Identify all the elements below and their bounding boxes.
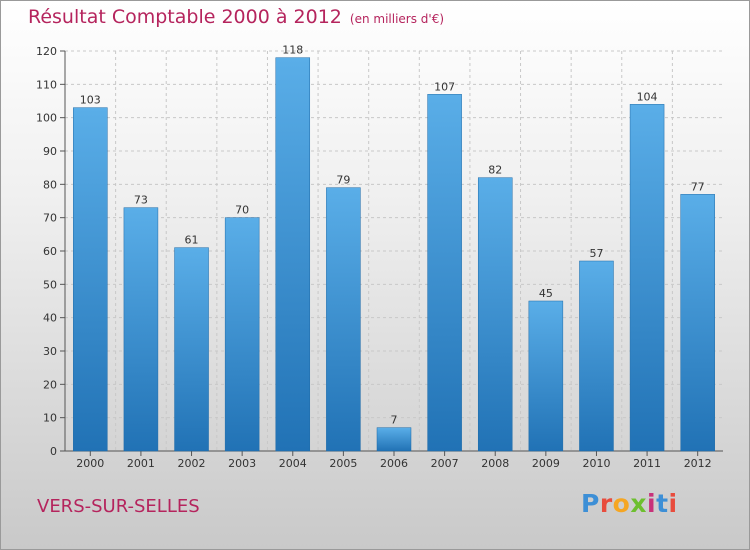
x-tick-label-2005: 2005 [329,457,357,470]
logo-letter: r [599,489,613,518]
y-tick-label: 110 [36,78,57,91]
y-tick-label: 30 [43,345,57,358]
x-tick-label-2004: 2004 [279,457,307,470]
value-label-2005: 79 [336,174,350,187]
bar-2001 [123,207,159,452]
chart-title: Résultat Comptable 2000 à 2012 [28,6,342,28]
x-tick-label-2011: 2011 [633,457,661,470]
bar-2008 [477,177,513,452]
value-label-2001: 73 [134,194,148,207]
bar-2010 [579,260,614,452]
axes [60,50,723,456]
y-tick-label: 80 [43,178,57,191]
bars [73,57,715,452]
y-tick-label: 50 [43,278,57,291]
labels: 0 10 20 30 40 50 60 70 80 90 100 110 120 103 2000 73 200… [36,44,712,470]
x-tick-label-2002: 2002 [178,457,206,470]
y-tick-label: 90 [43,145,57,158]
value-label-2007: 107 [434,80,455,93]
value-label-2009: 45 [539,287,553,300]
bar-2004 [275,57,311,452]
x-tick-label-2003: 2003 [228,457,256,470]
place-name: VERS-SUR-SELLES [37,496,200,517]
value-label-2011: 104 [637,90,658,103]
bar-2002 [174,247,209,452]
y-tick-label: 20 [43,378,57,391]
logo-letter: P [581,489,600,518]
y-tick-label: 60 [43,245,57,258]
bar-2006 [376,427,412,452]
x-tick-label-2007: 2007 [431,457,459,470]
proxiti-logo: Proxiti [581,489,678,518]
value-label-2012: 77 [691,180,705,193]
bar-2012 [680,194,715,452]
y-tick-label: 70 [43,212,57,225]
value-label-2008: 82 [488,164,502,177]
x-tick-label-2001: 2001 [127,457,155,470]
logo-letter: o [612,489,631,518]
value-label-2003: 70 [235,204,249,217]
logo-letter: i [668,489,678,518]
x-tick-label-2008: 2008 [481,457,509,470]
value-label-2004: 118 [282,44,303,57]
y-tick-label: 120 [36,45,57,58]
x-tick-label-2009: 2009 [532,457,560,470]
y-tick-label: 100 [36,112,57,125]
value-label-2002: 61 [185,234,199,247]
value-label-2000: 103 [80,94,101,107]
x-tick-label-2010: 2010 [582,457,610,470]
bar-2000 [73,107,108,452]
x-tick-label-2006: 2006 [380,457,408,470]
value-label-2010: 57 [589,247,603,260]
logo-letter: x [630,489,647,518]
chart-title-group: Résultat Comptable 2000 à 2012 (en millie… [28,6,444,28]
bar-2003 [224,217,260,452]
bar-2011 [629,104,665,452]
y-tick-label: 40 [43,312,57,325]
x-tick-label-2000: 2000 [76,457,104,470]
bar-2009 [528,300,564,452]
y-tick-label: 10 [43,412,57,425]
chart-unit-label: (en milliers d'€) [349,12,445,26]
logo-letter: t [656,489,669,518]
logo-letter: i [647,489,657,518]
y-tick-label: 0 [50,445,57,458]
bar-2005 [326,187,361,452]
bar-2007 [427,94,462,452]
x-tick-label-2012: 2012 [684,457,712,470]
value-label-2006: 7 [391,414,398,427]
gridlines [65,50,723,451]
